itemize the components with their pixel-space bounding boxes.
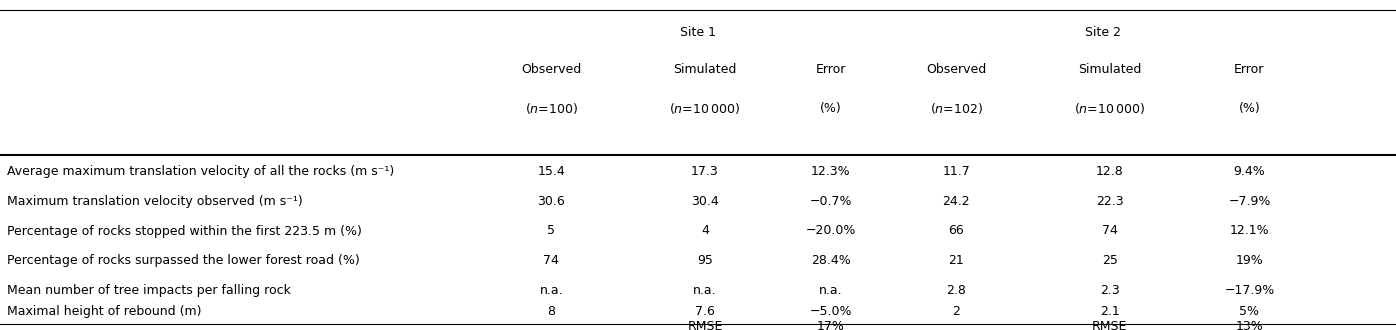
Text: ($n$=100): ($n$=100) [525,101,578,116]
Text: 28.4%: 28.4% [811,254,850,267]
Text: −0.7%: −0.7% [810,195,852,208]
Text: 2.1: 2.1 [1100,305,1120,318]
Text: 7.6: 7.6 [695,305,715,318]
Text: 13%: 13% [1235,320,1263,330]
Text: 9.4%: 9.4% [1234,165,1265,178]
Text: Site 2: Site 2 [1085,26,1121,40]
Text: 30.4: 30.4 [691,195,719,208]
Text: −5.0%: −5.0% [810,305,852,318]
Text: Simulated: Simulated [1078,63,1142,76]
Text: Error: Error [1234,63,1265,76]
Text: −17.9%: −17.9% [1224,284,1275,297]
Text: Average maximum translation velocity of all the rocks (m s⁻¹): Average maximum translation velocity of … [7,165,394,178]
Text: 74: 74 [1101,224,1118,238]
Text: 17.3: 17.3 [691,165,719,178]
Text: 74: 74 [543,254,560,267]
Text: 95: 95 [697,254,713,267]
Text: Observed: Observed [521,63,582,76]
Text: 22.3: 22.3 [1096,195,1124,208]
Text: Maximal height of rebound (m): Maximal height of rebound (m) [7,305,201,318]
Text: Site 1: Site 1 [680,26,716,40]
Text: (%): (%) [819,102,842,115]
Text: 66: 66 [948,224,965,238]
Text: −20.0%: −20.0% [805,224,856,238]
Text: n.a.: n.a. [819,284,842,297]
Text: 4: 4 [701,224,709,238]
Text: Percentage of rocks surpassed the lower forest road (%): Percentage of rocks surpassed the lower … [7,254,360,267]
Text: n.a.: n.a. [540,284,563,297]
Text: 19%: 19% [1235,254,1263,267]
Text: 12.1%: 12.1% [1230,224,1269,238]
Text: ($n$=102): ($n$=102) [930,101,983,116]
Text: Observed: Observed [926,63,987,76]
Text: (%): (%) [1238,102,1261,115]
Text: 12.8: 12.8 [1096,165,1124,178]
Text: 8: 8 [547,305,556,318]
Text: Mean number of tree impacts per falling rock: Mean number of tree impacts per falling … [7,284,290,297]
Text: 2.3: 2.3 [1100,284,1120,297]
Text: 2: 2 [952,305,960,318]
Text: 24.2: 24.2 [942,195,970,208]
Text: 5%: 5% [1240,305,1259,318]
Text: Percentage of rocks stopped within the first 223.5 m (%): Percentage of rocks stopped within the f… [7,224,362,238]
Text: −7.9%: −7.9% [1228,195,1270,208]
Text: n.a.: n.a. [694,284,716,297]
Text: 12.3%: 12.3% [811,165,850,178]
Text: 11.7: 11.7 [942,165,970,178]
Text: 15.4: 15.4 [537,165,565,178]
Text: ($n$=10 000): ($n$=10 000) [1074,101,1146,116]
Text: Simulated: Simulated [673,63,737,76]
Text: 25: 25 [1101,254,1118,267]
Text: RMSE: RMSE [1092,320,1128,330]
Text: RMSE: RMSE [687,320,723,330]
Text: 30.6: 30.6 [537,195,565,208]
Text: Maximum translation velocity observed (m s⁻¹): Maximum translation velocity observed (m… [7,195,303,208]
Text: ($n$=10 000): ($n$=10 000) [669,101,741,116]
Text: 21: 21 [948,254,965,267]
Text: Error: Error [815,63,846,76]
Text: 2.8: 2.8 [946,284,966,297]
Text: 5: 5 [547,224,556,238]
Text: 17%: 17% [817,320,845,330]
